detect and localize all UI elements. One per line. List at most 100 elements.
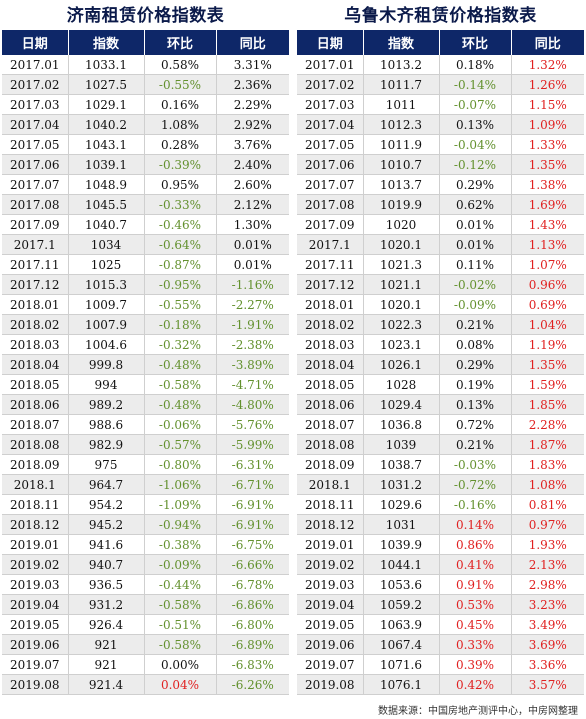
- date-cell: 2017.03: [2, 94, 69, 115]
- yoy-cell: 2.92%: [216, 114, 289, 135]
- mom-cell: 0.21%: [439, 314, 512, 335]
- mom-cell: 0.58%: [144, 55, 217, 75]
- yoy-cell: 0.97%: [511, 514, 584, 535]
- mom-cell: -0.02%: [439, 274, 512, 295]
- table-row: 2019.03 936.5 -0.44% -6.78%: [2, 574, 289, 595]
- date-cell: 2019.04: [297, 594, 364, 615]
- index-cell: 1026.1: [363, 354, 440, 375]
- mom-cell: -0.07%: [439, 94, 512, 115]
- mom-cell: -0.33%: [144, 194, 217, 215]
- table-row: 2018.11 1029.6 -0.16% 0.81%: [297, 494, 584, 515]
- yoy-cell: -4.71%: [216, 374, 289, 395]
- date-cell: 2019.01: [297, 534, 364, 555]
- yoy-cell: 2.60%: [216, 174, 289, 195]
- mom-cell: -0.09%: [439, 294, 512, 315]
- mom-cell: 0.11%: [439, 254, 512, 275]
- date-cell: 2018.08: [297, 434, 364, 455]
- yoy-cell: 1.85%: [511, 394, 584, 415]
- table-row: 2017.02 1011.7 -0.14% 1.26%: [297, 74, 584, 95]
- table-row: 2018.01 1009.7 -0.55% -2.27%: [2, 294, 289, 315]
- mom-cell: 0.41%: [439, 554, 512, 575]
- yoy-cell: -6.91%: [216, 494, 289, 515]
- date-cell: 2017.09: [297, 214, 364, 235]
- index-cell: 1029.1: [68, 94, 145, 115]
- date-cell: 2018.11: [2, 494, 69, 515]
- mom-cell: 0.13%: [439, 394, 512, 415]
- data-source-note: 数据来源：中国房地产测评中心，中房网整理: [378, 706, 578, 717]
- yoy-cell: -6.31%: [216, 454, 289, 475]
- table-row: 2019.02 940.7 -0.09% -6.66%: [2, 554, 289, 575]
- index-cell: 1022.3: [363, 314, 440, 335]
- date-cell: 2018.07: [297, 414, 364, 435]
- yoy-cell: -6.66%: [216, 554, 289, 575]
- index-cell: 1039: [363, 434, 440, 455]
- index-cell: 931.2: [68, 594, 145, 615]
- date-cell: 2018.1: [2, 474, 69, 495]
- table-row: 2017.03 1029.1 0.16% 2.29%: [2, 94, 289, 115]
- yoy-cell: 2.13%: [511, 554, 584, 575]
- yoy-cell: 2.12%: [216, 194, 289, 215]
- mom-cell: -0.12%: [439, 154, 512, 175]
- mom-cell: -0.58%: [144, 594, 217, 615]
- table-row: 2018.06 989.2 -0.48% -4.80%: [2, 394, 289, 415]
- table-row: 2019.03 1053.6 0.91% 2.98%: [297, 574, 584, 595]
- mom-cell: -1.06%: [144, 474, 217, 495]
- yoy-cell: 2.36%: [216, 74, 289, 95]
- mom-cell: -0.04%: [439, 134, 512, 155]
- mom-cell: 0.62%: [439, 194, 512, 215]
- mom-cell: 0.19%: [439, 374, 512, 395]
- date-cell: 2018.08: [2, 434, 69, 455]
- index-cell: 1059.2: [363, 594, 440, 615]
- date-cell: 2017.06: [2, 154, 69, 175]
- table-row: 2019.05 1063.9 0.45% 3.49%: [297, 614, 584, 635]
- date-cell: 2019.05: [297, 614, 364, 635]
- table-row: 2017.09 1020 0.01% 1.43%: [297, 214, 584, 235]
- date-cell: 2017.03: [297, 94, 364, 115]
- urumqi-table-title: 乌鲁木齐租赁价格指数表: [344, 6, 537, 26]
- mom-cell: 0.00%: [144, 654, 217, 675]
- date-cell: 2019.05: [2, 614, 69, 635]
- header-yoy: 同比: [511, 30, 584, 55]
- table-row: 2017.06 1039.1 -0.39% 2.40%: [2, 154, 289, 175]
- jinan-rent-index-table: 日期 指数 环比 同比 2017.01 1033.1 0.58% 3.31% 2017.…: [2, 30, 289, 695]
- date-cell: 2018.03: [297, 334, 364, 355]
- yoy-cell: 1.30%: [216, 214, 289, 235]
- date-cell: 2019.01: [2, 534, 69, 555]
- mom-cell: 0.14%: [439, 514, 512, 535]
- mom-cell: -1.09%: [144, 494, 217, 515]
- index-cell: 1039.9: [363, 534, 440, 555]
- date-cell: 2018.01: [2, 294, 69, 315]
- yoy-cell: -6.71%: [216, 474, 289, 495]
- date-cell: 2018.02: [2, 314, 69, 335]
- yoy-cell: -6.83%: [216, 654, 289, 675]
- date-cell: 2017.01: [297, 55, 364, 75]
- mom-cell: -0.95%: [144, 274, 217, 295]
- index-cell: 988.6: [68, 414, 145, 435]
- mom-cell: 0.04%: [144, 674, 217, 695]
- mom-cell: -0.55%: [144, 294, 217, 315]
- yoy-cell: -6.78%: [216, 574, 289, 595]
- table-row: 2017.05 1043.1 0.28% 3.76%: [2, 134, 289, 155]
- urumqi-rent-index-table: 日期 指数 环比 同比 2017.01 1013.2 0.18% 1.32% 2017.…: [297, 30, 584, 695]
- index-cell: 1031.2: [363, 474, 440, 495]
- index-cell: 1011.9: [363, 134, 440, 155]
- table-row: 2019.08 921.4 0.04% -6.26%: [2, 674, 289, 695]
- index-cell: 1034: [68, 234, 145, 255]
- date-cell: 2017.02: [297, 74, 364, 95]
- yoy-cell: 3.49%: [511, 614, 584, 635]
- index-cell: 1039.1: [68, 154, 145, 175]
- table-row: 2017.05 1011.9 -0.04% 1.33%: [297, 134, 584, 155]
- date-cell: 2019.07: [2, 654, 69, 675]
- yoy-cell: 3.23%: [511, 594, 584, 615]
- mom-cell: -0.51%: [144, 614, 217, 635]
- table-row: 2019.07 1071.6 0.39% 3.36%: [297, 654, 584, 675]
- mom-cell: 0.13%: [439, 114, 512, 135]
- date-cell: 2018.04: [2, 354, 69, 375]
- table-row: 2018.11 954.2 -1.09% -6.91%: [2, 494, 289, 515]
- index-cell: 1045.5: [68, 194, 145, 215]
- date-cell: 2019.08: [2, 674, 69, 695]
- table-row: 2018.12 945.2 -0.94% -6.91%: [2, 514, 289, 535]
- index-cell: 1009.7: [68, 294, 145, 315]
- mom-cell: 1.08%: [144, 114, 217, 135]
- date-cell: 2019.03: [297, 574, 364, 595]
